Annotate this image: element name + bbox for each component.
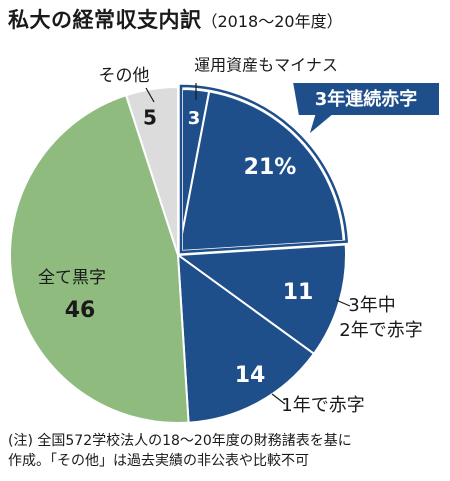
slice-value-2: 21% <box>244 155 297 180</box>
slice-label-6: その他 <box>99 66 150 86</box>
group-callout-box <box>290 81 441 139</box>
slice-value-5: 46 <box>65 298 96 323</box>
pie-chart: 3 21% 11 14 46 5 運用資産もマイナス 3年中 2年で赤字 1年で赤字 全て黒字 その他… <box>9 56 441 424</box>
slice-value-4: 14 <box>235 363 266 388</box>
chart-subtitle: （2018～20年度） <box>201 12 343 31</box>
pie-slice-6 <box>124 85 179 256</box>
leader-line-6 <box>145 87 155 103</box>
footnote-line-2: 作成。「その他」は過去実績の非公表や比較不可 <box>8 453 309 469</box>
leader-line-3 <box>335 299 351 307</box>
slice-label-3-line-1: 3年中 <box>348 295 395 316</box>
slice-label-1: 運用資産もマイナス <box>194 56 338 75</box>
pie-slices <box>9 85 347 424</box>
group-callout-label: 3年連続赤字 <box>315 88 418 110</box>
slice-label-3-line-2: 2年で赤字 <box>339 320 422 341</box>
slice-label-4: 1年で赤字 <box>281 395 364 416</box>
pie-slice-4 <box>176 252 316 424</box>
slice-value-3: 11 <box>283 280 314 305</box>
slice-value-6: 5 <box>143 106 157 130</box>
chart-title-block: 私大の経常収支内訳（2018～20年度） <box>8 4 343 34</box>
slice-value-1: 3 <box>188 108 201 129</box>
group-highlight-outline <box>179 84 348 254</box>
chart-annotations: 3 21% 11 14 46 5 運用資産もマイナス 3年中 2年で赤字 1年で赤字 全て黒字 その他… <box>38 56 441 416</box>
slice-label-5: 全て黒字 <box>38 268 106 288</box>
pie-slice-5 <box>9 93 190 424</box>
chart-footnote: (注) 全国572学校法人の18～20年度の財務諸表を基に 作成。「その他」は過… <box>8 431 352 471</box>
footnote-line-1: (注) 全国572学校法人の18～20年度の財務諸表を基に <box>8 433 352 449</box>
leader-line-4 <box>271 393 286 405</box>
chart-title: 私大の経常収支内訳 <box>8 8 202 32</box>
